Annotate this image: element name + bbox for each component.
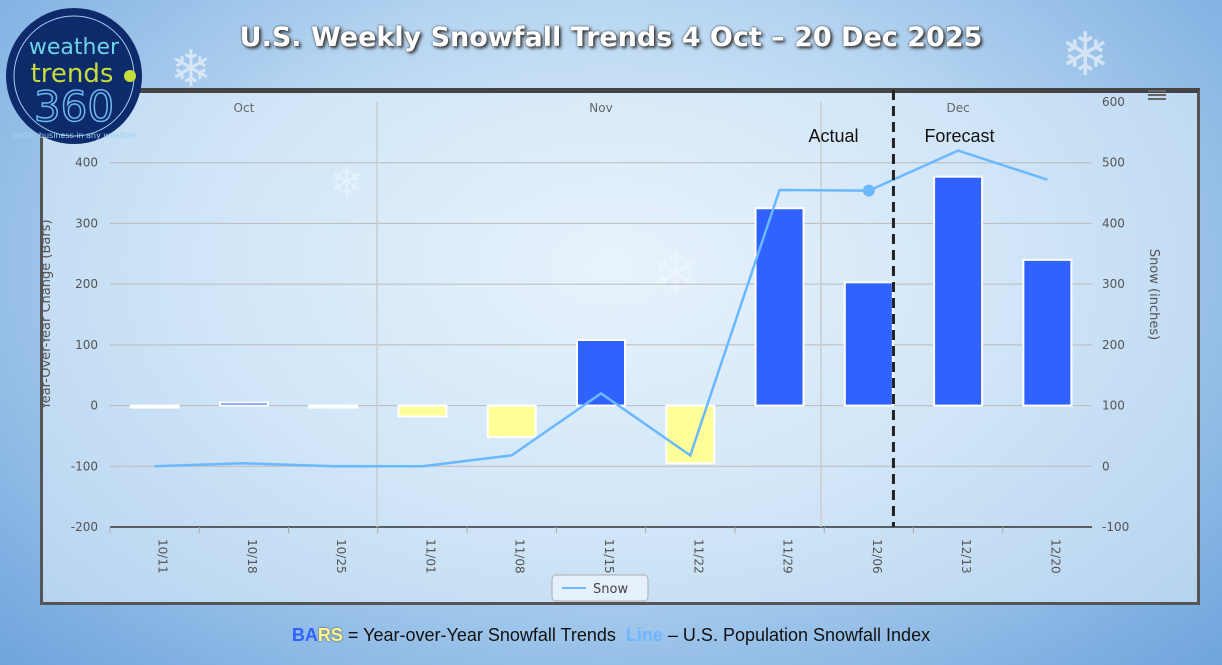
y2-tick-label: 200	[1102, 338, 1125, 352]
y2-axis-title: Snow (inches)	[1146, 249, 1161, 340]
month-label: Dec	[946, 101, 969, 115]
actual-annotation: Actual	[808, 126, 858, 146]
x-tick-label: 11/08	[513, 539, 527, 574]
y-tick-label: 400	[75, 156, 98, 170]
chart-caption: BARS = Year-over-Year Snowfall Trends Li…	[0, 625, 1222, 646]
svg-text:360: 360	[34, 82, 114, 131]
forecast-annotation: Forecast	[924, 126, 994, 146]
y-tick-label: 200	[75, 277, 98, 291]
y-tick-label: 0	[90, 399, 98, 413]
x-tick-label: 10/18	[245, 539, 259, 574]
x-tick-label: 10/25	[334, 539, 348, 574]
bar-10/18	[218, 401, 269, 407]
svg-text:trends: trends	[31, 59, 114, 89]
bar-11/15	[576, 339, 626, 407]
hamburger-menu-icon[interactable]	[1148, 90, 1166, 100]
y2-tick-label: -100	[1102, 520, 1129, 534]
legend-box	[551, 574, 649, 602]
x-tick-label: 11/29	[781, 539, 795, 574]
y2-tick-label: 600	[1102, 95, 1125, 109]
bar-12/13	[933, 175, 984, 407]
bar-12/20	[1022, 258, 1073, 407]
x-tick-label: 10/11	[156, 539, 170, 574]
month-label: Oct	[234, 101, 255, 115]
x-tick-label: 11/22	[691, 539, 705, 574]
caption-bars-part1: BA	[291, 625, 318, 645]
y-tick-label: -100	[71, 459, 98, 473]
y2-tick-label: 0	[1102, 459, 1110, 473]
y-tick-label: 300	[75, 216, 98, 230]
legend-snow-label: Snow	[593, 582, 628, 597]
bar-11/01	[397, 404, 448, 418]
svg-text:better business in any weather: better business in any weather	[12, 131, 137, 140]
y2-tick-label: 100	[1102, 399, 1125, 413]
bar-11/08	[486, 404, 537, 439]
caption-line-label: Line	[625, 625, 663, 645]
caption-line-text: – U.S. Population Snowfall Index	[662, 625, 931, 645]
x-tick-label: 12/06	[870, 539, 884, 574]
caption-bars-text: = Year-over-Year Snowfall Trends	[342, 625, 626, 645]
bar-10/25	[308, 404, 359, 409]
svg-text:weather: weather	[29, 35, 120, 60]
y2-tick-label: 300	[1102, 277, 1125, 291]
x-tick-label: 11/01	[423, 539, 437, 574]
page-title: U.S. Weekly Snowfall Trends 4 Oct – 20 D…	[239, 22, 983, 53]
x-tick-label: 12/20	[1048, 539, 1062, 574]
y-tick-label: -200	[71, 520, 98, 534]
caption-bars-part2: RS	[317, 625, 343, 645]
x-tick-label: 12/13	[959, 539, 973, 574]
snow-line	[154, 149, 1048, 468]
y2-tick-label: 400	[1102, 216, 1125, 230]
snowflake-decoration: ❄	[1060, 20, 1111, 90]
bar-12/06	[843, 281, 894, 407]
bar-10/11	[129, 404, 180, 409]
x-tick-label: 11/15	[602, 539, 616, 574]
y-axis-title: Year-Over-Year Change (Bars)	[39, 219, 54, 410]
y2-tick-label: 500	[1102, 156, 1125, 170]
y-tick-label: 100	[75, 338, 98, 352]
snow-point-12/06	[862, 184, 875, 197]
weathertrends360-logo: weather trends 360 better business in an…	[6, 8, 142, 144]
month-label: Nov	[589, 101, 612, 115]
